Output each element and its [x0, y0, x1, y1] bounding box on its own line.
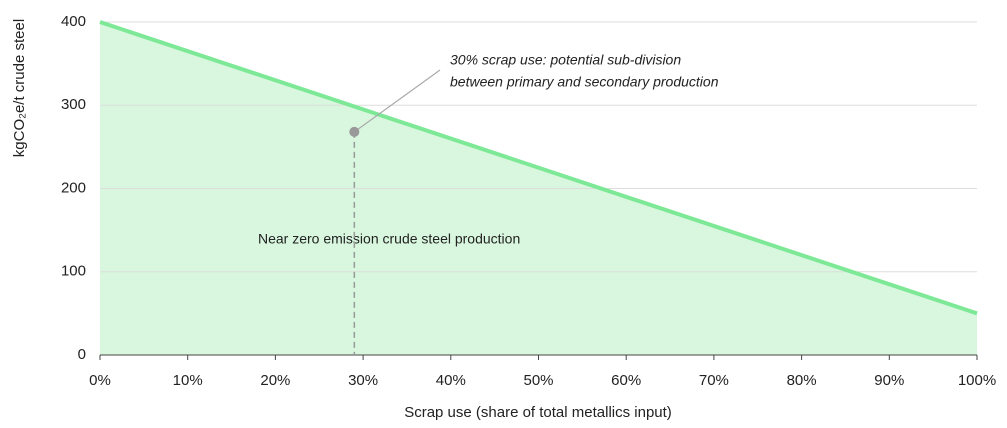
- marker-point: [349, 126, 360, 137]
- x-tick-label: 30%: [348, 372, 378, 389]
- area-label: Near zero emission crude steel productio…: [258, 231, 520, 247]
- x-tick-label: 50%: [523, 372, 553, 389]
- x-tick-label: 0%: [89, 372, 111, 389]
- y-tick-label: 400: [61, 13, 86, 30]
- x-tick-label: 60%: [611, 372, 641, 389]
- y-tick-label: 0: [78, 346, 86, 363]
- x-axis-label: Scrap use (share of total metallics inpu…: [404, 404, 672, 421]
- x-tick-label: 90%: [874, 372, 904, 389]
- line: [99, 20, 978, 316]
- x-tick-label: 100%: [958, 372, 996, 389]
- y-tick-label: 100: [61, 263, 86, 280]
- x-tick-label: 40%: [436, 372, 466, 389]
- marker-annotation: 30% scrap use: potential sub-division: [450, 52, 681, 68]
- x-tick-label: 80%: [787, 372, 817, 389]
- y-axis-label: kgCO₂e/t crude steel: [11, 19, 28, 157]
- y-tick-label: 300: [61, 96, 86, 113]
- y-tick-label: 200: [61, 179, 86, 196]
- x-tick-label: 20%: [260, 372, 290, 389]
- x-tick-label: 10%: [173, 372, 203, 389]
- marker-annotation: between primary and secondary production: [450, 74, 719, 90]
- leader-line: [353, 69, 441, 133]
- x-tick-label: 70%: [699, 372, 729, 389]
